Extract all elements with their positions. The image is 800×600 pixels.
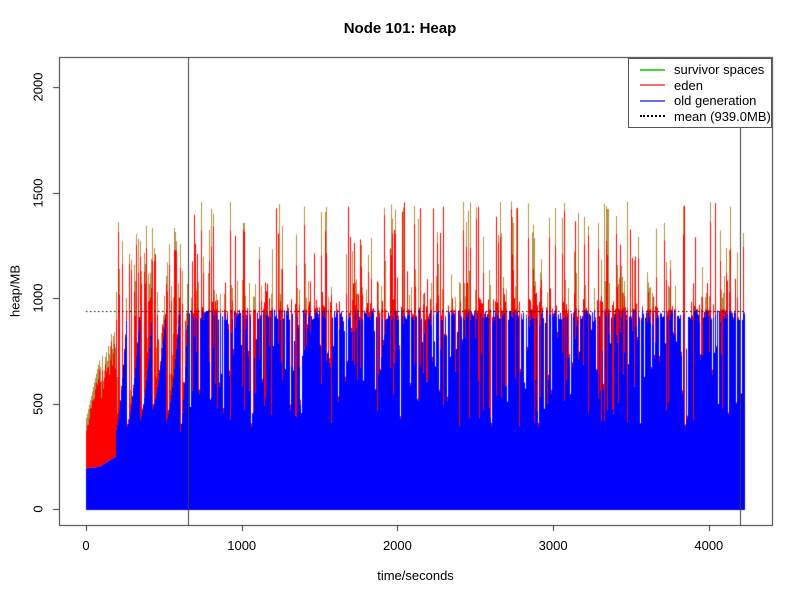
x-axis-label: time/seconds [377,568,454,583]
legend-box: survivor spaces eden old generation mean (9… [628,58,772,128]
y-tick-label: 1500 [30,178,46,207]
series-line-swatch-icon [640,68,665,71]
y-tick-label: 500 [30,392,46,415]
x-tick-label: 3000 [538,538,568,553]
legend-item: mean (939.0MB) [629,109,771,124]
legend-item: eden [629,78,771,93]
x-tick-label: 2000 [382,538,412,553]
mean-line-swatch-icon [640,115,665,118]
x-tick-label: 1000 [227,538,257,553]
y-tick-label: 1000 [30,283,46,313]
x-tick-label: 0 [82,538,90,553]
legend-item: survivor spaces [629,62,771,77]
series-line-swatch-icon [640,99,665,102]
legend-label: mean (939.0MB) [674,108,771,124]
legend-label: eden [674,77,703,93]
y-tick-label: 0 [30,505,46,513]
legend-item: old generation [629,93,771,108]
x-tick-label: 4000 [694,538,724,553]
legend-label: old generation [674,93,757,109]
chart-title: Node 101: Heap [343,20,457,37]
y-axis-label: heap/MB [7,264,23,318]
series-line-swatch-icon [640,84,665,87]
legend-label: survivor spaces [674,62,765,78]
y-tick-label: 2000 [30,72,46,102]
